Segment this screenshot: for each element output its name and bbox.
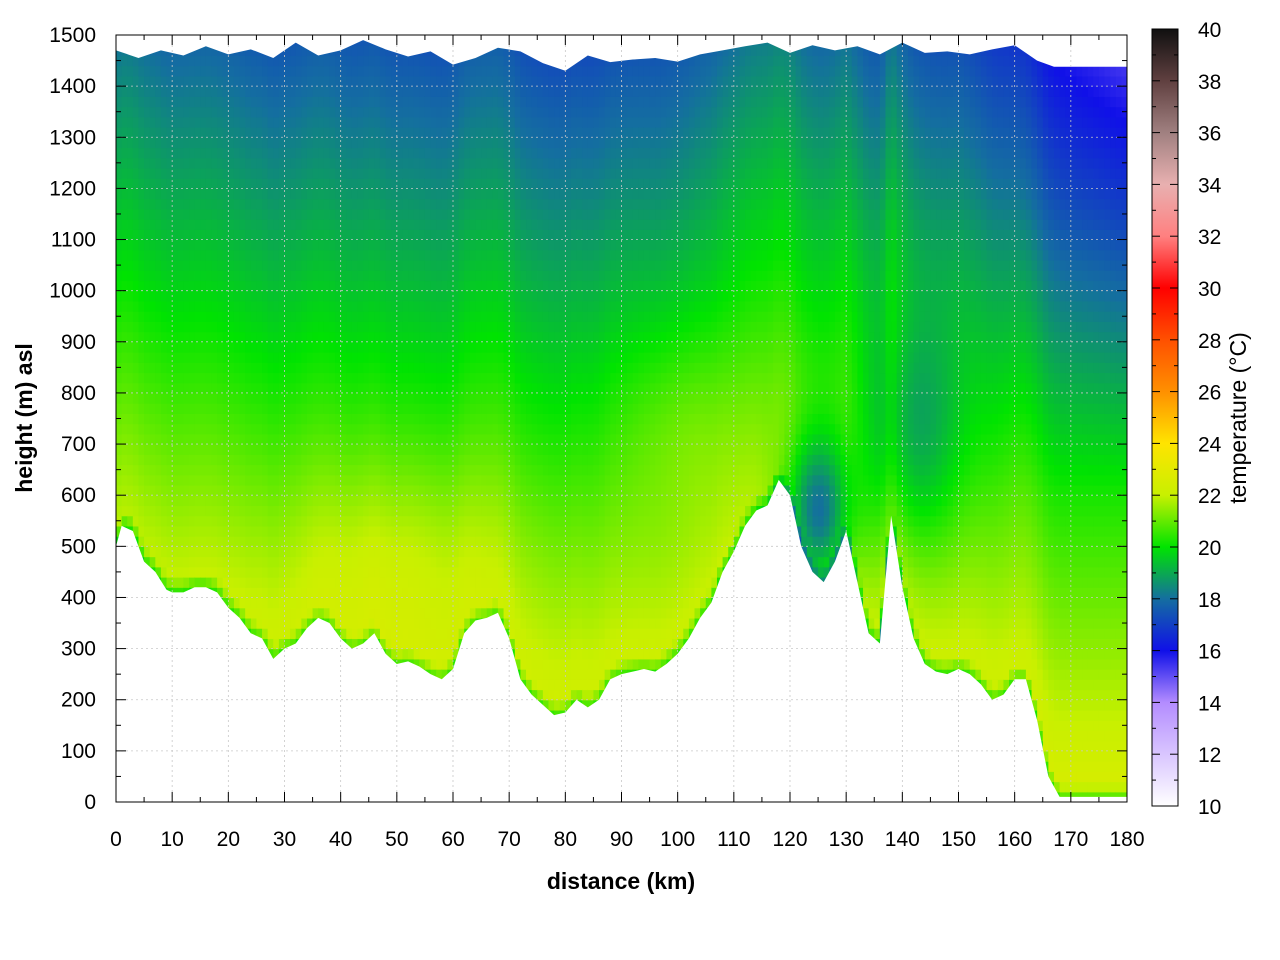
colorbar-tick-label: 32 (1198, 226, 1221, 249)
x-tick-label: 70 (497, 828, 520, 851)
x-axis: 0 10 20 30 40 50 60 70 80 90 100 110 120 130 140 150 160… (110, 35, 1145, 851)
y-tick-label: 1200 (49, 177, 96, 200)
y-tick-label: 800 (61, 382, 96, 405)
colorbar-tick-label: 34 (1198, 174, 1222, 197)
x-tick-label: 150 (941, 828, 976, 851)
y-tick-label: 1100 (51, 229, 96, 252)
colorbar-tick-label: 28 (1198, 330, 1221, 353)
colorbar-tick-label: 16 (1198, 641, 1221, 664)
y-tick-label: 300 (61, 638, 96, 661)
x-tick-label: 20 (217, 828, 240, 851)
y-tick-label: 1300 (49, 126, 96, 149)
x-tick-label: 120 (772, 828, 807, 851)
colorbar-tick-label: 10 (1198, 796, 1221, 819)
y-tick-label: 400 (61, 586, 96, 609)
x-tick-label: 30 (273, 828, 296, 851)
x-tick-label: 80 (554, 828, 577, 851)
colorbar-tick-label: 30 (1198, 278, 1221, 301)
y-tick-label: 500 (61, 535, 96, 558)
colorbar-gradient (1151, 28, 1179, 807)
x-tick-label: 130 (829, 828, 864, 851)
y-axis: 0 100 200 300 400 500 600 700 800 900 1000 1100 1200… (49, 24, 1127, 814)
colorbar-ticks: 10 12 14 16 18 20 22 24 26 28 30 32 34 36 38 40 (1152, 19, 1222, 819)
x-tick-label: 0 (110, 828, 122, 851)
x-tick-label: 10 (160, 828, 183, 851)
y-tick-label: 1500 (49, 24, 96, 47)
x-tick-label: 160 (997, 828, 1032, 851)
colorbar-tick-label: 40 (1198, 19, 1221, 42)
terrain-mask (116, 479, 1127, 802)
colorbar: 10 12 14 16 18 20 22 24 26 28 30 32 34 36 38 40 tempera… (1151, 19, 1251, 819)
x-tick-label: 180 (1109, 828, 1144, 851)
y-tick-label: 600 (61, 484, 96, 507)
y-tick-label: 900 (61, 331, 96, 354)
colorbar-tick-label: 24 (1198, 433, 1222, 456)
colorbar-title: temperature (°C) (1225, 332, 1251, 504)
grid-lines (116, 35, 1127, 802)
colorbar-tick-label: 12 (1198, 744, 1221, 767)
y-tick-label: 200 (61, 689, 96, 712)
colorbar-tick-label: 22 (1198, 485, 1221, 508)
x-tick-label: 100 (660, 828, 695, 851)
y-tick-label: 0 (84, 791, 96, 814)
y-tick-label: 700 (61, 433, 96, 456)
y-tick-label: 1000 (49, 280, 96, 303)
x-axis-title: distance (km) (547, 868, 695, 894)
x-tick-label: 60 (441, 828, 464, 851)
colorbar-tick-label: 18 (1198, 589, 1221, 612)
x-tick-label: 170 (1053, 828, 1088, 851)
y-tick-label: 100 (61, 740, 96, 763)
x-tick-label: 110 (717, 828, 750, 851)
colorbar-tick-label: 26 (1198, 382, 1221, 405)
colorbar-tick-label: 38 (1198, 71, 1221, 94)
x-tick-label: 50 (385, 828, 408, 851)
x-tick-label: 90 (610, 828, 633, 851)
plot-area (115, 34, 1128, 803)
x-tick-label: 140 (885, 828, 920, 851)
colorbar-tick-label: 14 (1198, 692, 1222, 715)
y-axis-title: height (m) asl (11, 343, 37, 493)
colorbar-tick-label: 20 (1198, 537, 1221, 560)
top-sky-mask (116, 35, 1127, 71)
x-tick-label: 40 (329, 828, 352, 851)
colorbar-tick-label: 36 (1198, 123, 1221, 146)
y-tick-label: 1400 (49, 75, 96, 98)
